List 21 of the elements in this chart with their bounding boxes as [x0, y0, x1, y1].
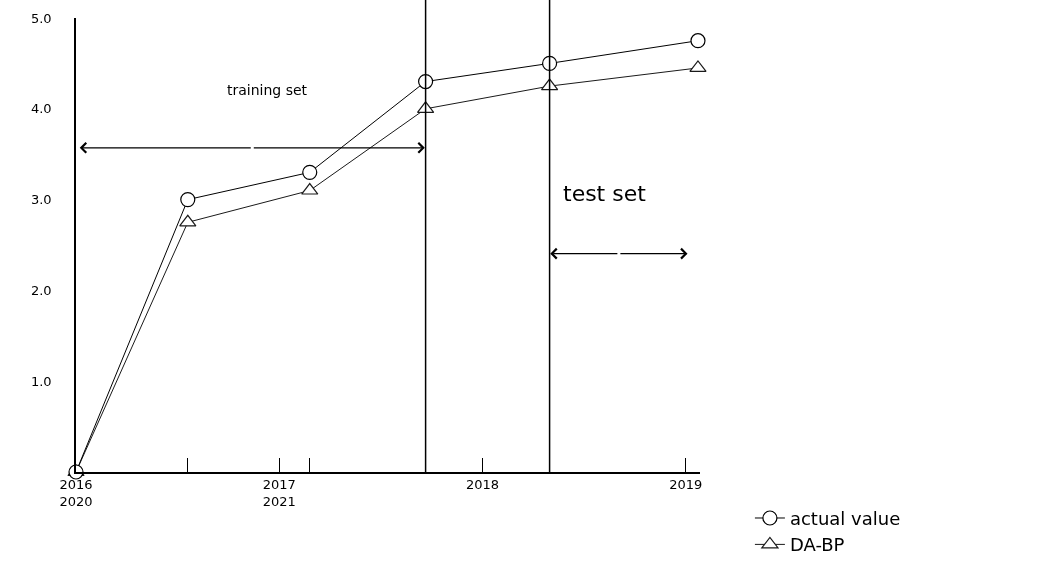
y-tick-label: 1.0	[30, 373, 52, 389]
point	[180, 192, 196, 208]
point	[542, 55, 558, 71]
y-tick-label: 3.0	[30, 192, 52, 208]
legend-label: actual value	[789, 508, 901, 530]
x-tick-label: 2018	[465, 477, 500, 493]
point	[302, 164, 318, 180]
x-tick-label: 2019	[669, 477, 703, 493]
point	[301, 182, 319, 195]
y-tick-label: 5.0	[30, 10, 52, 26]
y-tick-label: 4.0	[30, 101, 52, 117]
point	[418, 73, 434, 90]
x-tick-label: 2016 2020	[59, 477, 93, 510]
legend-label: DA-BP	[789, 534, 845, 556]
annotation: test set	[563, 181, 647, 206]
x-tick-label: 2017 2021	[262, 477, 296, 510]
point	[179, 214, 197, 227]
point	[689, 60, 707, 73]
y-tick-label: 2.0	[30, 282, 52, 298]
annotation: training set	[227, 82, 308, 98]
point	[690, 33, 706, 49]
